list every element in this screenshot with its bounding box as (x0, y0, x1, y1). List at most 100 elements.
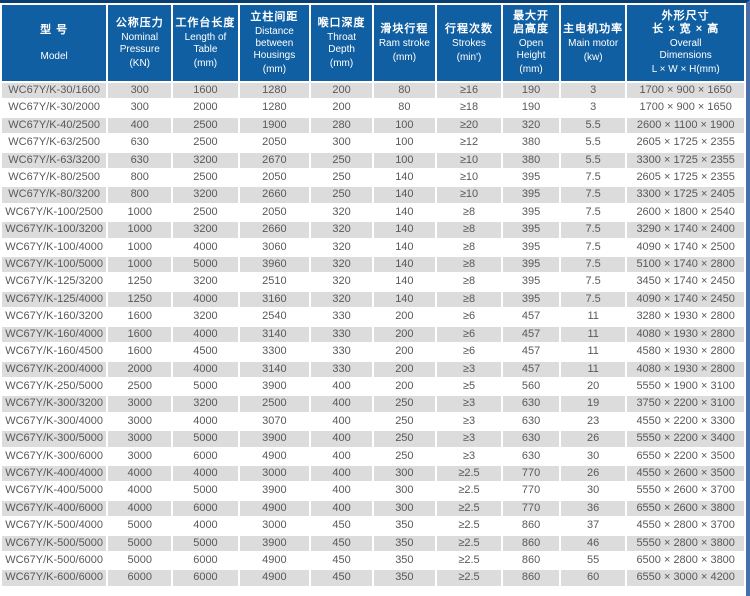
cell-open-height: 395 (503, 187, 559, 203)
cell-model: WC67Y/K-300/3200 (2, 396, 107, 412)
cell-strokes: ≥3 (436, 448, 502, 464)
cell-throat-depth: 400 (311, 431, 372, 447)
cell-strokes: ≥18 (436, 100, 502, 116)
cell-strokes: ≥3 (436, 413, 502, 430)
cell-throat-depth: 320 (311, 204, 372, 221)
table-row: WC67Y/K-80/2500 800 2500 2050 250 140 ≥10 395 7.… (2, 170, 744, 186)
cell-model: WC67Y/K-400/5000 (2, 483, 107, 499)
cell-main-motor: 20 (560, 378, 626, 395)
cell-dimensions: 3300 × 1725 × 2405 (627, 187, 744, 203)
cell-table-length: 4000 (173, 326, 238, 343)
cell-dimensions: 3750 × 2200 × 3100 (627, 396, 744, 412)
cell-open-height: 860 (503, 552, 559, 569)
cell-open-height: 395 (503, 274, 559, 290)
cell-main-motor: 37 (560, 518, 626, 534)
cell-open-height: 770 (503, 465, 559, 482)
cell-dimensions: 6550 × 3000 × 4200 (627, 570, 744, 586)
cell-model: WC67Y/K-160/3200 (2, 309, 107, 325)
cell-open-height: 457 (503, 344, 559, 360)
cell-model: WC67Y/K-300/4000 (2, 413, 107, 430)
cell-pressure: 400 (108, 117, 172, 134)
cell-open-height: 457 (503, 361, 559, 377)
cell-throat-depth: 400 (311, 378, 372, 395)
cell-housing-distance: 2510 (239, 274, 310, 290)
header-label: L × W × H(mm) (651, 64, 720, 75)
cell-dimensions: 4550 × 2800 × 3700 (627, 518, 744, 534)
cell-open-height: 395 (503, 170, 559, 186)
cell-table-length: 5000 (173, 431, 238, 447)
cell-housing-distance: 1280 (239, 83, 310, 99)
cell-model: WC67Y/K-500/4000 (2, 518, 107, 534)
header-label: Ram stroke (378, 37, 430, 49)
cell-ram-stroke: 200 (373, 309, 435, 325)
cell-table-length: 2500 (173, 170, 238, 186)
cell-dimensions: 3300 × 1725 × 2355 (627, 152, 744, 169)
cell-throat-depth: 320 (311, 274, 372, 290)
cell-pressure: 3000 (108, 413, 172, 430)
cell-pressure: 4000 (108, 500, 172, 517)
cell-dimensions: 4550 × 2200 × 3300 (627, 413, 744, 430)
table-row: WC67Y/K-160/4500 1600 4500 3300 330 200 ≥6 457 1… (2, 344, 744, 360)
table-row: WC67Y/K-300/3200 3000 3200 2500 400 250 ≥3 630 1… (2, 396, 744, 412)
cell-dimensions: 6550 × 2200 × 3500 (627, 448, 744, 464)
table-row: WC67Y/K-300/4000 3000 4000 3070 400 250 ≥3 630 2… (2, 413, 744, 430)
table-row: WC67Y/K-100/2500 1000 2500 2050 320 140 ≥8 395 7… (2, 204, 744, 221)
cell-model: WC67Y/K-80/2500 (2, 170, 107, 186)
cell-main-motor: 26 (560, 431, 626, 447)
header-label: 最大开 启高度 (513, 10, 550, 35)
cell-table-length: 4000 (173, 361, 238, 377)
cell-ram-stroke: 200 (373, 344, 435, 360)
header-label: (mm) (329, 57, 354, 69)
cell-housing-distance: 3140 (239, 326, 310, 343)
header-label: Main motor (568, 37, 619, 49)
cell-strokes: ≥8 (436, 257, 502, 273)
cell-throat-depth: 450 (311, 518, 372, 534)
cell-strokes: ≥3 (436, 396, 502, 412)
column-header-dimensions: 外形尺寸长 × 宽 × 高 Overall Dimensions L × W × H… (627, 5, 744, 81)
cell-dimensions: 3290 × 1740 × 2400 (627, 222, 744, 238)
cell-table-length: 2500 (173, 204, 238, 221)
cell-model: WC67Y/K-300/5000 (2, 431, 107, 447)
cell-open-height: 630 (503, 396, 559, 412)
cell-model: WC67Y/K-500/5000 (2, 535, 107, 551)
cell-table-length: 4000 (173, 291, 238, 308)
header-label: Model (40, 50, 68, 62)
cell-pressure: 630 (108, 152, 172, 169)
table-row: WC67Y/K-600/6000 6000 6000 4900 450 350 ≥2.5 86… (2, 570, 744, 586)
cell-model: WC67Y/K-250/5000 (2, 378, 107, 395)
cell-main-motor: 3 (560, 83, 626, 99)
column-header-main-motor: 主电机功率 Main motor (kw) (560, 5, 626, 81)
cell-ram-stroke: 300 (373, 465, 435, 482)
cell-housing-distance: 1900 (239, 117, 310, 134)
cell-housing-distance: 3060 (239, 239, 310, 256)
column-header-open-height: 最大开 启高度 Open Height (mm) (503, 5, 559, 81)
cell-ram-stroke: 140 (373, 170, 435, 186)
cell-throat-depth: 330 (311, 344, 372, 360)
cell-main-motor: 30 (560, 483, 626, 499)
cell-throat-depth: 320 (311, 257, 372, 273)
table-row: WC67Y/K-200/4000 2000 4000 3140 330 200 ≥3 457 1… (2, 361, 744, 377)
cell-open-height: 860 (503, 535, 559, 551)
cell-main-motor: 60 (560, 570, 626, 586)
table-row: WC67Y/K-125/4000 1250 4000 3160 320 140 ≥8 395 7… (2, 291, 744, 308)
cell-dimensions: 5550 × 2600 × 3700 (627, 483, 744, 499)
cell-dimensions: 4080 × 1930 × 2800 (627, 326, 744, 343)
header-label: Open Height (516, 38, 546, 61)
header-label: Nominal Pressure (119, 31, 160, 55)
cell-main-motor: 7.5 (560, 204, 626, 221)
table-row: WC67Y/K-160/4000 1600 4000 3140 330 200 ≥6 457 1… (2, 326, 744, 343)
cell-throat-depth: 450 (311, 552, 372, 569)
cell-table-length: 5000 (173, 257, 238, 273)
cell-model: WC67Y/K-100/2500 (2, 204, 107, 221)
cell-strokes: ≥5 (436, 378, 502, 395)
header-label: (KN) (129, 57, 151, 69)
table-row: WC67Y/K-30/2000 300 2000 1280 200 80 ≥18 190 3 17… (2, 100, 744, 116)
cell-pressure: 1000 (108, 222, 172, 238)
cell-ram-stroke: 100 (373, 152, 435, 169)
cell-dimensions: 2605 × 1725 × 2355 (627, 135, 744, 151)
cell-main-motor: 55 (560, 552, 626, 569)
cell-throat-depth: 400 (311, 465, 372, 482)
cell-strokes: ≥6 (436, 344, 502, 360)
cell-ram-stroke: 140 (373, 239, 435, 256)
cell-dimensions: 2600 × 1100 × 1900 (627, 117, 744, 134)
